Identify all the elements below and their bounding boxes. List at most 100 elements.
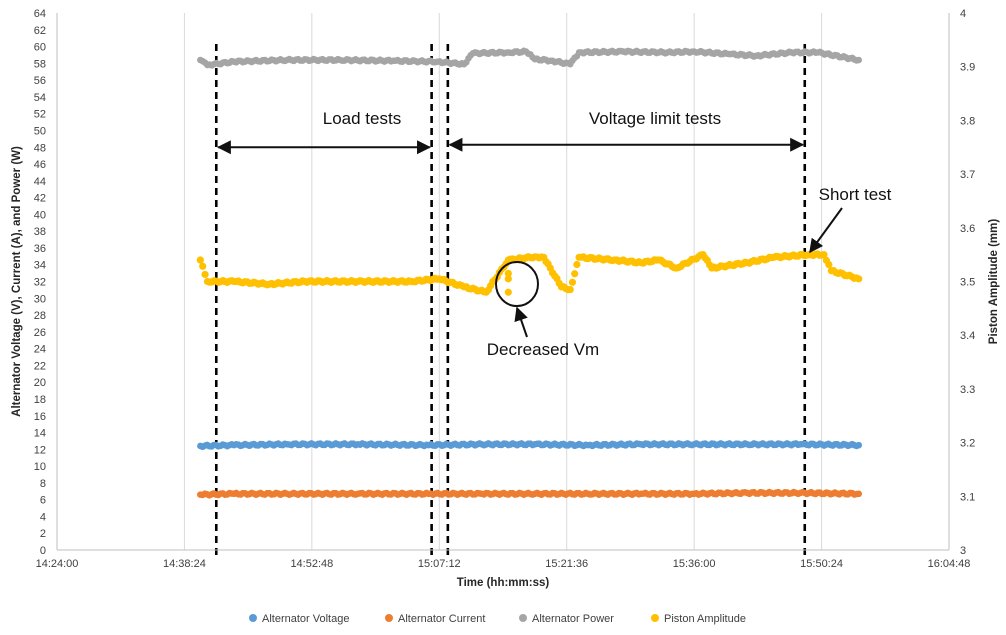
data-layer [196, 47, 863, 499]
y-axis-title: Alternator Voltage (V), Current (A), and… [11, 146, 23, 417]
y-tick-label: 26 [34, 327, 46, 339]
x-tick-label: 15:21:36 [545, 558, 588, 570]
x-tick-label: 15:07:12 [418, 558, 461, 570]
legend-entry: Alternator Voltage [249, 613, 349, 625]
data-point [855, 275, 863, 283]
y-tick-label: 22 [34, 360, 46, 372]
data-point [199, 262, 207, 270]
y-tick-label: 12 [34, 444, 46, 456]
legend-label: Alternator Voltage [262, 613, 349, 625]
y-tick-label: 40 [34, 209, 46, 221]
data-point [571, 270, 579, 278]
legend-label: Alternator Power [532, 613, 614, 625]
series-alternator-current [197, 488, 863, 499]
y2-tick-label: 4 [960, 8, 966, 20]
y-tick-label: 42 [34, 193, 46, 205]
legend-label: Alternator Current [398, 613, 485, 625]
y-tick-label: 52 [34, 109, 46, 121]
x-tick-label: 14:52:48 [290, 558, 333, 570]
legend-swatch [651, 614, 659, 622]
y-tick-label: 8 [40, 478, 46, 490]
legend-swatch [385, 614, 393, 622]
y-tick-label: 34 [34, 260, 46, 272]
y-tick-label: 56 [34, 75, 46, 87]
y-tick-label: 64 [34, 8, 46, 20]
x-tick-label: 14:38:24 [163, 558, 206, 570]
y-tick-label: 10 [34, 461, 46, 473]
data-point [855, 441, 863, 449]
y-tick-label: 46 [34, 159, 46, 171]
y-tick-label: 32 [34, 277, 46, 289]
y-tick-label: 60 [34, 42, 46, 54]
y-tick-label: 14 [34, 428, 46, 440]
y-tick-label: 18 [34, 394, 46, 406]
y2-tick-label: 3.6 [960, 223, 975, 235]
data-point [566, 285, 574, 294]
legend-swatch [249, 614, 257, 622]
y2-tick-label: 3.1 [960, 491, 975, 503]
voltage-limit-tests-label: Voltage limit tests [589, 109, 721, 128]
y-tick-label: 36 [34, 243, 46, 255]
y2-axis-title: Piston Amplitude (mm) [988, 219, 1000, 345]
series-alternator-voltage [197, 440, 863, 451]
legend-entry: Alternator Power [519, 613, 614, 625]
series-alternator-power [197, 47, 863, 69]
short-test-arrow [809, 207, 843, 254]
y2-tick-label: 3.2 [960, 438, 975, 450]
legend: Alternator Voltage Alternator Current Alte… [249, 613, 746, 625]
y-tick-label: 6 [40, 495, 46, 507]
y2-tick-label: 3.9 [960, 62, 975, 74]
annotation-layer: Load tests Voltage limit tests Short test D… [216, 109, 892, 359]
data-point [504, 288, 512, 296]
y-tick-label: 54 [34, 92, 46, 104]
y2-tick-label: 3.4 [960, 330, 975, 342]
data-point [504, 275, 512, 283]
y-tick-label: 24 [34, 344, 46, 356]
short-test-label: Short test [819, 185, 892, 204]
decreased-vm-circle [495, 261, 539, 307]
data-point [855, 490, 863, 498]
x-tick-label: 14:24:00 [36, 558, 79, 570]
series-piston-amplitude [196, 250, 863, 296]
y2-tick-label: 3.8 [960, 115, 975, 127]
x-tick-label: 15:50:24 [800, 558, 843, 570]
y2-tick-label: 3 [960, 545, 966, 557]
y-tick-label: 28 [34, 310, 46, 322]
x-tick-label: 15:36:00 [673, 558, 716, 570]
data-point [825, 260, 833, 269]
y2-tick-label: 3.3 [960, 384, 975, 396]
grid-layer [56, 13, 950, 550]
x-axis-title: Time (hh:mm:ss) [457, 577, 550, 589]
y-tick-label: 2 [40, 528, 46, 540]
data-point [855, 56, 863, 64]
axis-layer: 14:24:00 14:38:24 14:52:48 15:07:12 15:21:36… [11, 8, 1000, 589]
y-tick-label: 50 [34, 125, 46, 137]
y-tick-label: 38 [34, 226, 46, 238]
decreased-vm-label: Decreased Vm [487, 340, 599, 359]
y-tick-label: 62 [34, 25, 46, 37]
series-piston-amplitude-decreased-vm [504, 269, 512, 296]
y-tick-label: 20 [34, 377, 46, 389]
load-tests-label: Load tests [323, 109, 401, 128]
data-point [568, 278, 577, 286]
y2-tick-label: 3.7 [960, 169, 975, 181]
y-tick-label: 48 [34, 142, 46, 154]
data-point [201, 270, 209, 279]
legend-entry: Piston Amplitude [651, 613, 746, 625]
y-tick-label: 44 [34, 176, 46, 188]
data-point [504, 269, 512, 278]
y2-tick-label: 3.5 [960, 277, 975, 289]
test-markers [214, 44, 807, 555]
x-tick-label: 16:04:48 [928, 558, 971, 570]
data-point [196, 256, 204, 264]
y-tick-label: 0 [40, 545, 46, 557]
y-tick-label: 4 [40, 511, 46, 523]
legend-swatch [519, 614, 527, 622]
legend-label: Piston Amplitude [664, 613, 746, 625]
data-point [573, 260, 581, 269]
legend-entry: Alternator Current [385, 613, 485, 625]
y-tick-label: 58 [34, 58, 46, 70]
y-tick-label: 16 [34, 411, 46, 423]
